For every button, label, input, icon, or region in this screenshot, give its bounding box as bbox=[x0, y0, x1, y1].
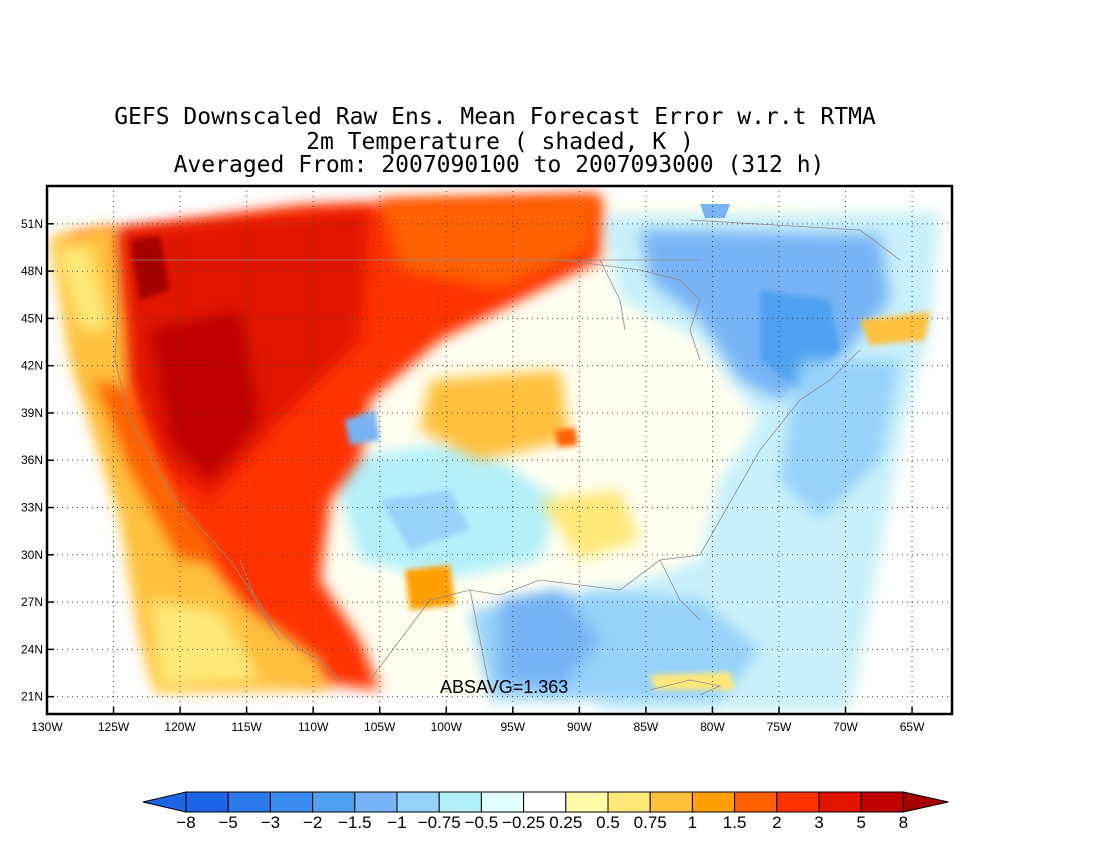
lon-tick-label: 125W bbox=[98, 720, 130, 734]
colorbar-box bbox=[312, 791, 356, 813]
shaded-error-field bbox=[50, 196, 940, 710]
lon-tick-label: 110W bbox=[298, 720, 329, 734]
lat-tick-label: 33N bbox=[21, 501, 43, 515]
map-frame bbox=[45, 184, 954, 716]
title-line-2: 2m Temperature ( shaded, K ) bbox=[306, 129, 694, 155]
map-area bbox=[47, 186, 952, 714]
colorbar-label: −2 bbox=[303, 813, 322, 832]
lon-tick-label: 105W bbox=[364, 720, 396, 734]
lon-tick-label: 120W bbox=[164, 720, 196, 734]
lon-tick-label: 75W bbox=[767, 720, 792, 734]
colorbar-arrow-right bbox=[902, 791, 949, 813]
longitude-axis: 130W 125W 120W 115W 110W 105W 100W 95W 90W 85W 80W… bbox=[31, 707, 925, 734]
title-line-1: GEFS Downscaled Raw Ens. Mean Forecast E… bbox=[114, 104, 876, 130]
colorbar-box bbox=[396, 791, 440, 813]
lat-tick-label: 21N bbox=[21, 690, 43, 704]
lat-tick-label: 27N bbox=[21, 595, 43, 609]
colorbar-label: 1.5 bbox=[723, 813, 747, 832]
colorbar-label: 3 bbox=[814, 813, 823, 832]
lat-tick-label: 45N bbox=[21, 311, 43, 325]
absavg-label: ABSAVG=1.363 bbox=[440, 677, 568, 697]
lon-tick-label: 95W bbox=[500, 720, 525, 734]
colorbar-label: 0.25 bbox=[549, 813, 582, 832]
lat-tick-label: 39N bbox=[21, 406, 43, 420]
lat-tick-label: 48N bbox=[21, 264, 43, 278]
colorbar-box bbox=[523, 791, 567, 813]
colorbar-box bbox=[438, 791, 482, 813]
colorbar-label: 0.75 bbox=[634, 813, 667, 832]
colorbar-box bbox=[565, 791, 609, 813]
title-line-3: Averaged From: 2007090100 to 2007093000 … bbox=[174, 152, 825, 178]
colorbar-box bbox=[649, 791, 693, 813]
lat-tick-label: 24N bbox=[21, 642, 43, 656]
lon-tick-label: 80W bbox=[700, 720, 725, 734]
colorbar: −8 −5 −3 −2 −1.5 −1 −0.75 −0.5 −0.25 0.25 0.5 0.75 1… bbox=[142, 791, 949, 832]
lat-tick-label: 51N bbox=[21, 217, 43, 231]
lon-tick-label: 115W bbox=[231, 720, 262, 734]
colorbar-label: 1 bbox=[688, 813, 697, 832]
colorbar-box bbox=[607, 791, 651, 813]
colorbar-box bbox=[691, 791, 736, 813]
colorbar-arrow-left bbox=[142, 791, 187, 813]
colorbar-label: 0.5 bbox=[596, 813, 620, 832]
colorbar-label: −1 bbox=[387, 813, 406, 832]
colorbar-label: −0.5 bbox=[465, 813, 499, 832]
colorbar-label: −0.75 bbox=[418, 813, 461, 832]
lat-tick-label: 30N bbox=[21, 548, 43, 562]
colorbar-label: −1.5 bbox=[338, 813, 372, 832]
colorbar-box bbox=[480, 791, 525, 813]
colorbar-label: 2 bbox=[772, 813, 781, 832]
lon-tick-label: 65W bbox=[900, 720, 925, 734]
colorbar-label: −5 bbox=[219, 813, 238, 832]
lon-tick-label: 100W bbox=[431, 720, 463, 734]
colorbar-box bbox=[776, 791, 820, 813]
colorbar-label: −3 bbox=[261, 813, 280, 832]
lon-tick-label: 85W bbox=[634, 720, 659, 734]
colorbar-box bbox=[734, 791, 778, 813]
lat-tick-label: 36N bbox=[21, 453, 43, 467]
colorbar-box bbox=[818, 791, 862, 813]
colorbar-box bbox=[860, 791, 904, 813]
lon-tick-label: 130W bbox=[31, 720, 63, 734]
lat-tick-label: 42N bbox=[21, 359, 43, 373]
colorbar-label: 5 bbox=[856, 813, 865, 832]
colorbar-box bbox=[227, 791, 271, 813]
colorbar-label: 8 bbox=[899, 813, 908, 832]
lon-tick-label: 70W bbox=[833, 720, 858, 734]
lon-tick-label: 90W bbox=[567, 720, 592, 734]
colorbar-label: −8 bbox=[176, 813, 195, 832]
graticule-grid bbox=[47, 186, 952, 714]
colorbar-box bbox=[185, 791, 229, 813]
latitude-axis: 51N 48N 45N 42N 39N 36N 33N 30N 27N 24N 21N bbox=[21, 217, 54, 704]
colorbar-box bbox=[269, 791, 314, 813]
colorbar-box bbox=[354, 791, 398, 813]
colorbar-label: −0.25 bbox=[502, 813, 545, 832]
